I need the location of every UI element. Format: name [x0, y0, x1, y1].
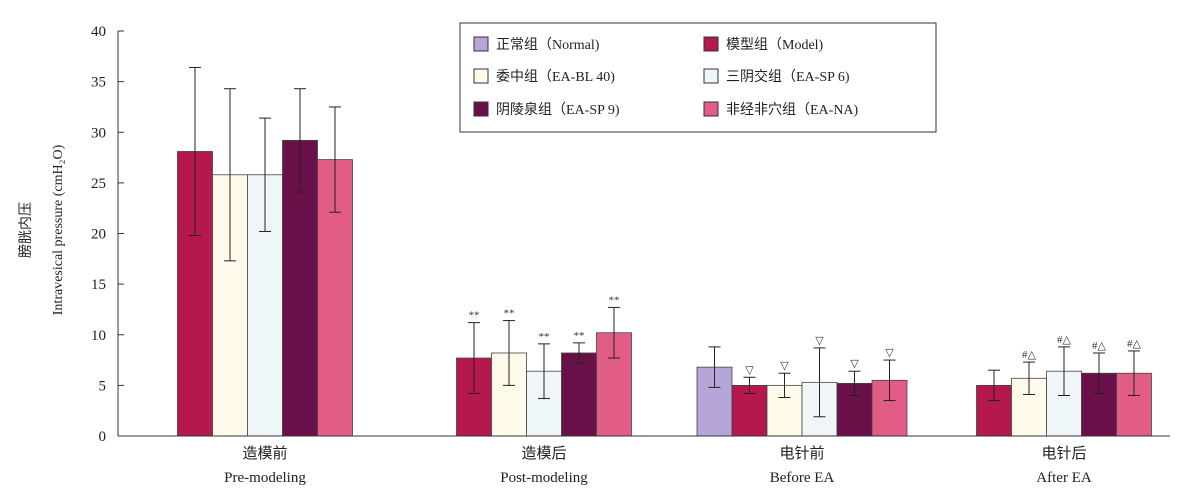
y-tick-label: 35 [91, 75, 106, 91]
legend-label: 模型组（Model) [726, 37, 824, 53]
x-category-label-en: Pre-modeling [224, 470, 306, 486]
x-category-label-cn: 电针后 [1041, 445, 1086, 462]
y-axis-label-en: Intravesical pressure (cmH₂O) [51, 144, 66, 315]
y-tick-label: 25 [91, 176, 106, 192]
y-tick-label: 10 [91, 328, 106, 344]
x-category-label-cn: 造模后 [521, 445, 566, 462]
legend-label: 正常组（Normal) [496, 37, 600, 53]
legend-box [459, 22, 937, 133]
bars: ** ** ** ** ** ▽ ▽ ▽ ▽ ▽ #△ #△ #△ #△ [177, 66, 1152, 437]
significance-label: ** [504, 308, 515, 320]
y-axis-label: 膀胱内压 Intravesical pressure (cmH₂O) [17, 144, 66, 315]
significance-label: #△ [1022, 349, 1037, 361]
legend-swatch [703, 36, 719, 52]
significance-label: ** [539, 331, 550, 343]
y-tick-label: 5 [99, 378, 107, 394]
x-category-label-en: Before EA [770, 470, 835, 486]
significance-label: #△ [1092, 340, 1107, 352]
significance-label: #△ [1057, 334, 1072, 346]
legend-label: 非经非穴组（EA-NA) [726, 102, 859, 118]
legend-label: 委中组（EA-BL 40) [496, 69, 615, 85]
x-category-label-cn: 电针前 [779, 445, 824, 462]
bar [561, 352, 597, 437]
y-tick-label: 40 [91, 24, 106, 40]
significance-label: ** [469, 310, 480, 322]
legend-label: 三阴交组（EA-SP 6) [726, 68, 850, 85]
legend-label: 阴陵泉组（EA-SP 9) [496, 101, 620, 118]
x-category-label-en: Post-modeling [500, 470, 588, 486]
significance-label: ▽ [815, 335, 824, 347]
legend-swatch [473, 68, 489, 84]
y-tick-label: 20 [91, 227, 106, 243]
y-tick-label: 0 [99, 429, 107, 445]
x-axis: 造模前 Pre-modeling 造模后 Post-modeling 电针前 Before… [118, 435, 1170, 486]
y-axis-label-cn: 膀胱内压 [17, 202, 34, 258]
significance-label: ▽ [850, 358, 859, 370]
legend: 正常组（Normal) 模型组（Model) 委中组（EA-BL 40) 三阴交组（E… [459, 22, 937, 133]
x-category-label-en: After EA [1036, 470, 1092, 486]
significance-label: ▽ [745, 364, 754, 376]
legend-swatch [703, 68, 719, 84]
significance-label: ▽ [885, 347, 894, 359]
y-tick-label: 30 [91, 125, 106, 141]
legend-swatch [473, 36, 489, 52]
y-axis: 0 5 10 15 20 25 30 35 40 [91, 24, 124, 445]
significance-label: ▽ [780, 360, 789, 372]
legend-swatch [703, 101, 719, 117]
significance-label: #△ [1127, 338, 1142, 350]
y-tick-label: 15 [91, 277, 106, 293]
legend-swatch [473, 101, 489, 117]
significance-label: ** [574, 330, 585, 342]
significance-label: ** [609, 294, 620, 306]
x-category-label-cn: 造模前 [242, 445, 287, 462]
